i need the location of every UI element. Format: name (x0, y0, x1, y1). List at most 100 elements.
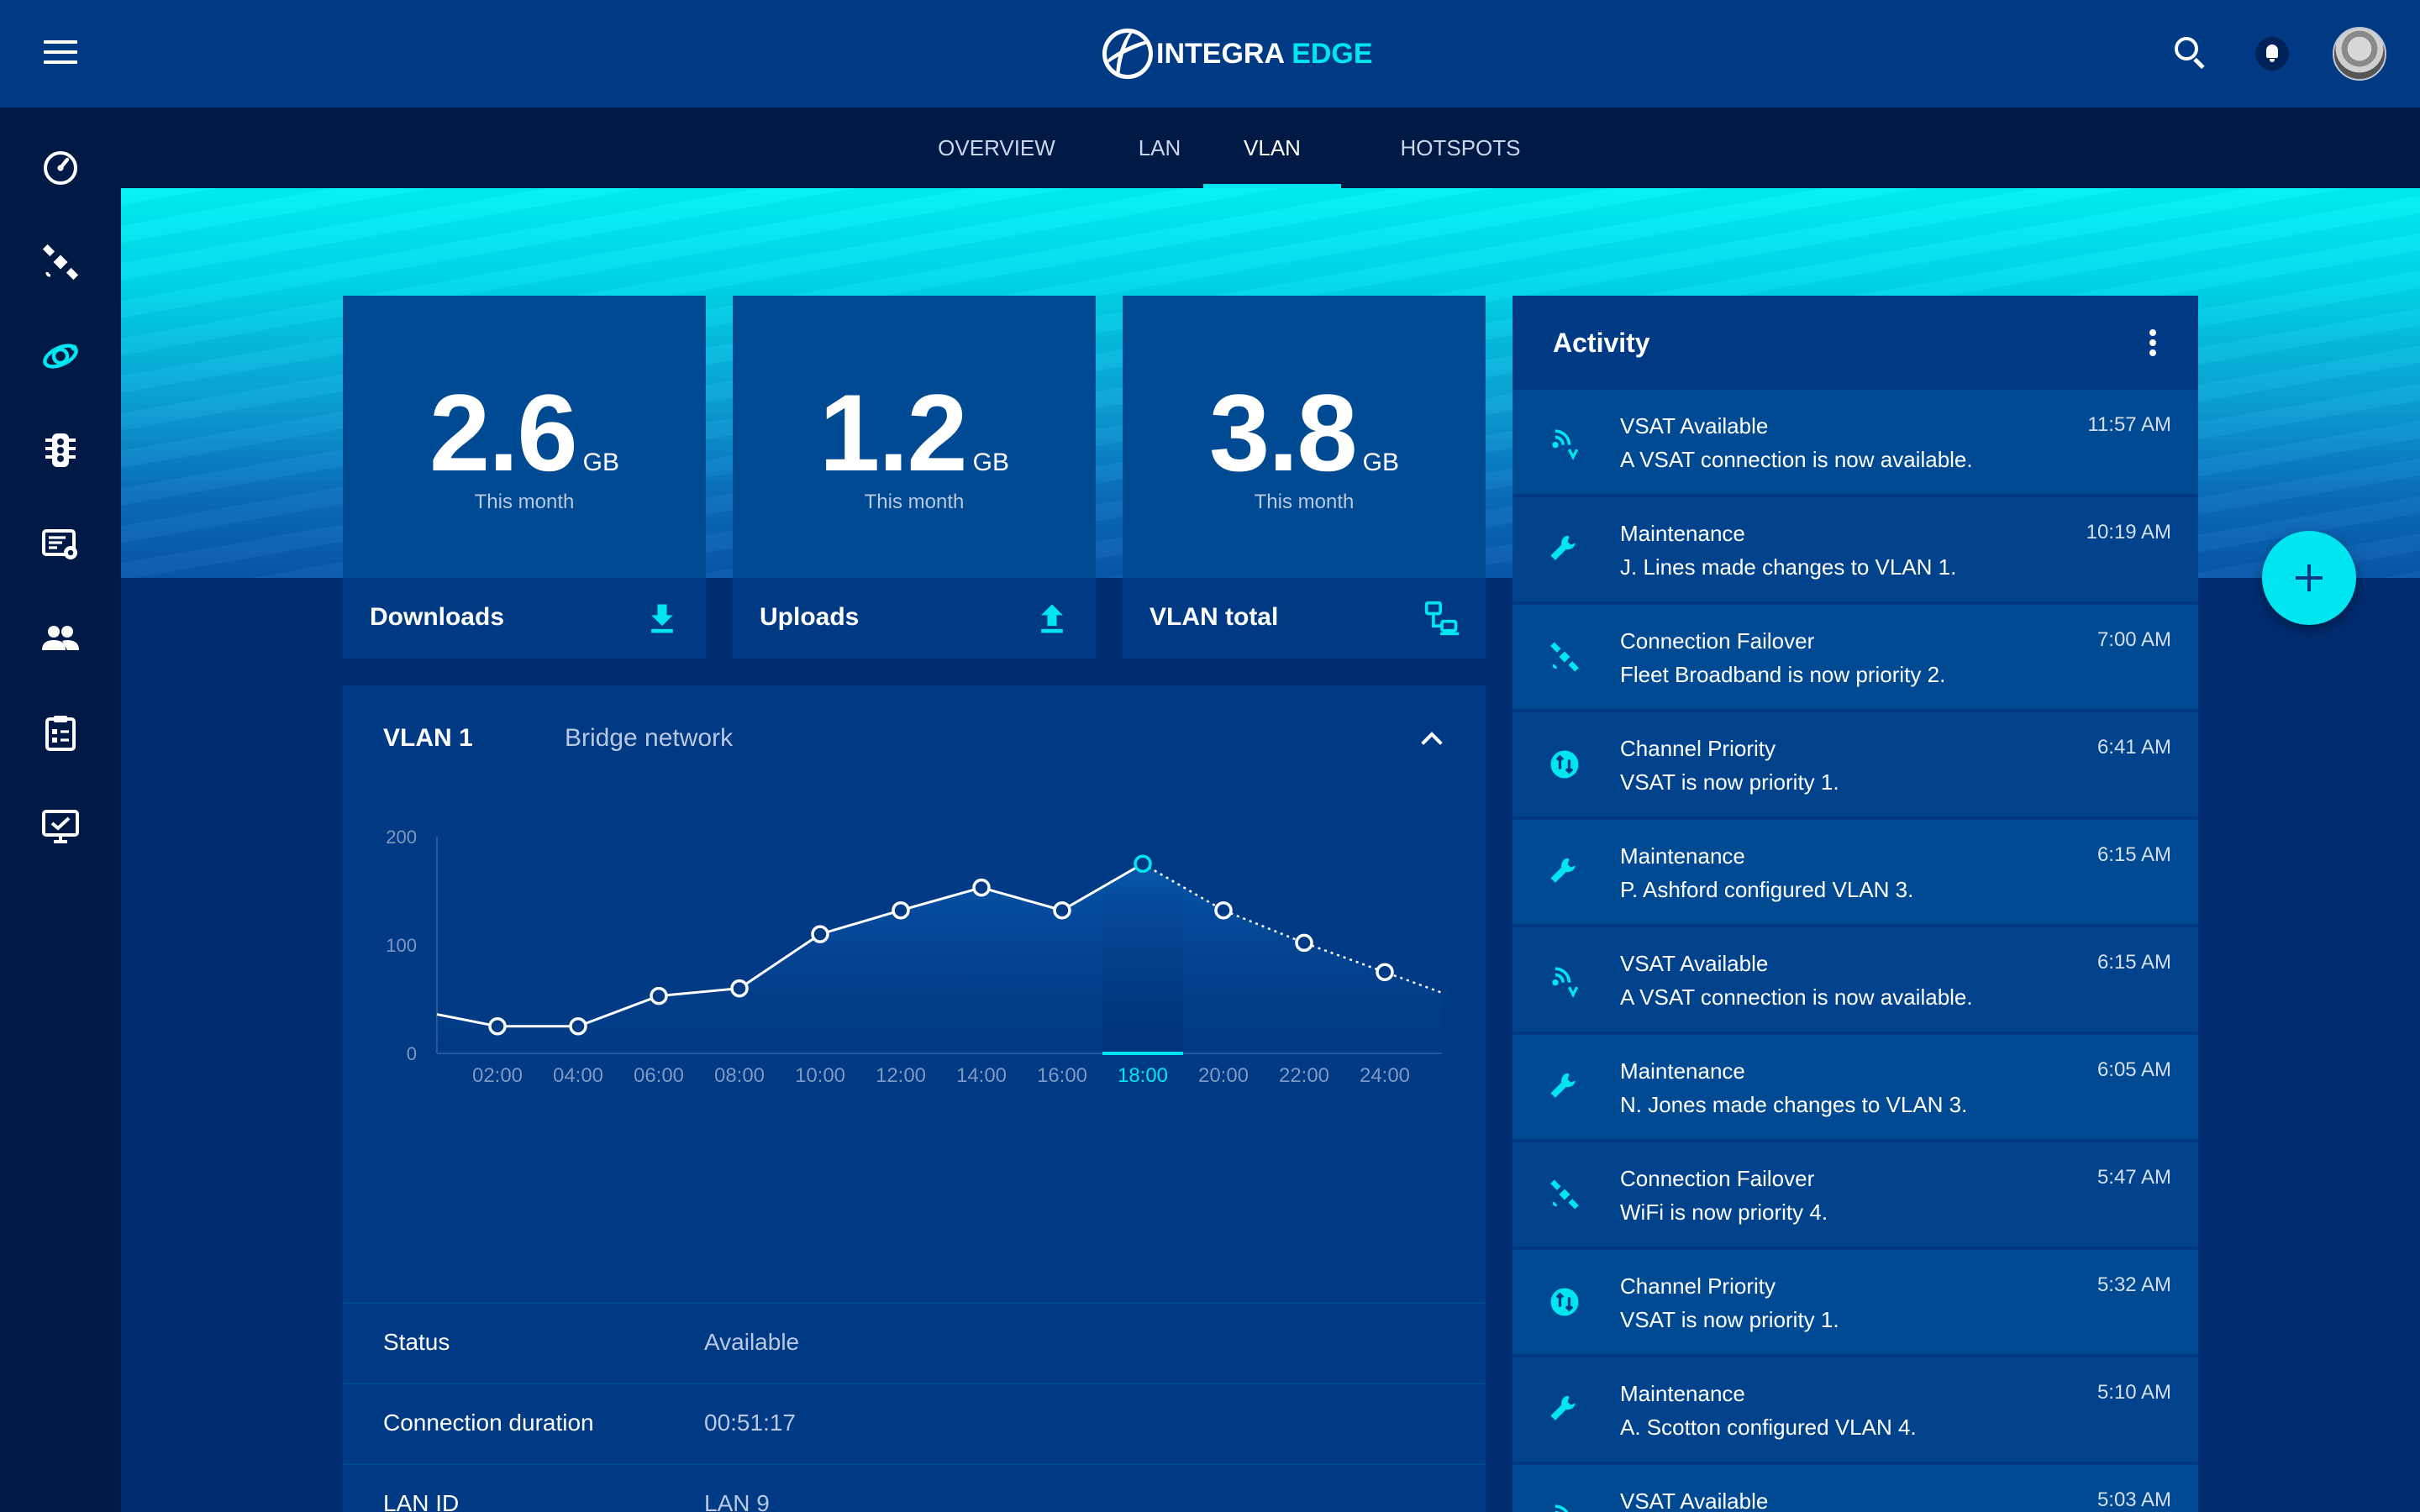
network-orbit-icon (43, 344, 78, 369)
vlan-subtitle: Bridge network (565, 724, 734, 752)
downloads-value: 2.6 GB (343, 378, 706, 487)
chevron-up-icon[interactable] (1418, 726, 1444, 751)
vsat-signal-icon (1546, 1499, 1583, 1512)
activity-item[interactable]: Maintenance A. Scotton configured VLAN 4.… (1512, 1357, 2198, 1462)
downloads-card: 2.6 GB This month Downloads (343, 296, 706, 659)
uploads-footer[interactable]: Uploads (733, 578, 1096, 659)
sidebar-item-network[interactable] (37, 333, 84, 380)
activity-item-title: VSAT Available (1620, 1488, 1769, 1512)
activity-header: Activity (1512, 296, 2198, 390)
detail-key-duration: Connection duration (383, 1410, 594, 1436)
vsat-signal-icon (1546, 961, 1583, 999)
sidebar-nav (0, 108, 121, 1512)
activity-item-time: 10:19 AM (2086, 521, 2171, 543)
tab-overview[interactable]: OVERVIEW (938, 135, 1055, 160)
uploads-card: 1.2 GB This month Uploads (733, 296, 1096, 659)
activity-title: Activity (1553, 328, 1650, 358)
sidebar-item-traffic[interactable] (37, 427, 84, 474)
sidebar-item-dashboard[interactable] (37, 144, 84, 192)
data-point (892, 900, 910, 920)
x-tick-label: 08:00 (714, 1064, 765, 1087)
integra-edge-logo[interactable]: INTEGRA EDGE (1102, 25, 1373, 82)
tab-vlan[interactable]: VLAN (1203, 108, 1341, 188)
user-avatar[interactable] (2333, 27, 2386, 81)
data-point (488, 1017, 507, 1036)
x-tick-label: 02:00 (472, 1064, 523, 1087)
activity-item[interactable]: Channel Priority VSAT is now priority 1. 5… (1512, 1250, 2198, 1354)
downloads-footer[interactable]: Downloads (343, 578, 706, 659)
activity-item-time: 5:32 AM (2096, 1273, 2171, 1296)
menu-icon[interactable] (44, 40, 77, 67)
x-tick-label: 20:00 (1198, 1064, 1249, 1087)
logo-text-in: IN (1156, 37, 1185, 70)
sidebar-item-clipboard[interactable] (37, 709, 84, 756)
activity-item-time: 6:41 AM (2096, 736, 2171, 759)
data-point (811, 925, 829, 943)
x-tick-label: 10:00 (795, 1064, 845, 1087)
satellite-icon (1546, 1176, 1583, 1213)
tab-hotspots[interactable]: HOTSPOTS (1400, 135, 1521, 160)
detail-key-status: Status (383, 1329, 450, 1355)
uploads-value: 1.2 GB (733, 378, 1096, 487)
detail-value-status: Available (704, 1329, 800, 1355)
activity-item-description: A VSAT connection is now available. (1620, 984, 1973, 1010)
activity-item[interactable]: Maintenance P. Ashford configured VLAN 3.… (1512, 820, 2198, 924)
activity-item-description: J. Lines made changes to VLAN 1. (1620, 554, 1957, 580)
activity-item[interactable]: Connection Failover Fleet Broadband is no… (1512, 605, 2198, 709)
x-tick-label: 14:00 (956, 1064, 1007, 1087)
tab-lan[interactable]: LAN (1138, 135, 1181, 160)
downloads-label: Downloads (370, 603, 505, 631)
activity-item-description: VSAT is now priority 1. (1620, 1307, 1839, 1332)
activity-item[interactable]: VSAT Available A VSAT connection is now a… (1512, 390, 2198, 494)
activity-panel: Activity VSAT Available A VSAT connection… (1512, 296, 2198, 1512)
uploads-unit: GB (972, 449, 1010, 476)
globe-logo-icon (1102, 29, 1153, 79)
y-tick-label: 0 (407, 1043, 417, 1064)
activity-item[interactable]: Channel Priority VSAT is now priority 1. 6… (1512, 712, 2198, 816)
activity-item-time: 11:57 AM (2087, 413, 2171, 436)
vlan-total-footer[interactable]: VLAN total (1123, 578, 1486, 659)
uploads-value-number: 1.2 (818, 371, 968, 494)
sidebar-item-satellite[interactable] (37, 239, 84, 286)
activity-item-description: P. Ashford configured VLAN 3. (1620, 877, 1914, 902)
vlan-total-period: This month (1254, 491, 1355, 513)
activity-item[interactable]: VSAT Available 5:03 AM (1512, 1465, 2198, 1512)
downloads-unit: GB (582, 449, 620, 476)
activity-item[interactable]: Maintenance N. Jones made changes to VLAN… (1512, 1035, 2198, 1139)
vlan-total-card: 3.8 GB This month VLAN total (1123, 296, 1486, 659)
x-tick-label: 04:00 (553, 1064, 603, 1087)
data-point (1053, 900, 1071, 920)
detail-row-lan-id: LAN ID LAN 9 (343, 1463, 1486, 1512)
data-point (1376, 963, 1394, 981)
activity-item-description: A. Scotton configured VLAN 4. (1620, 1415, 1917, 1440)
x-tick-label: 16:00 (1037, 1064, 1087, 1087)
activity-item[interactable]: Connection Failover WiFi is now priority … (1512, 1142, 2198, 1247)
activity-item-description: Fleet Broadband is now priority 2. (1620, 662, 1946, 687)
sidebar-item-users[interactable] (37, 615, 84, 662)
activity-item-time: 7:00 AM (2096, 628, 2171, 651)
vlan-total-unit: GB (1362, 449, 1400, 476)
uploads-period: This month (864, 491, 965, 513)
sidebar-item-monitor[interactable] (37, 521, 84, 568)
activity-item-time: 6:15 AM (2096, 843, 2171, 866)
priority-swap-icon (1546, 1284, 1583, 1320)
search-icon[interactable] (2175, 37, 2208, 71)
x-tick-label: 18:00 (1118, 1064, 1168, 1087)
vlan-title: VLAN 1 (383, 724, 473, 752)
downloads-period: This month (474, 491, 575, 513)
downloads-value-number: 2.6 (429, 371, 578, 494)
y-tick-label: 200 (386, 827, 417, 848)
activity-item-description: WiFi is now priority 4. (1620, 1200, 1828, 1225)
logo-text: INTEGRA EDGE (1156, 38, 1373, 71)
top-app-bar: INTEGRA EDGE (0, 0, 2420, 108)
activity-item[interactable]: Maintenance J. Lines made changes to VLAN… (1512, 497, 2198, 601)
add-fab-button[interactable] (2262, 531, 2356, 625)
x-tick-label: 06:00 (634, 1064, 684, 1087)
activity-item[interactable]: VSAT Available A VSAT connection is now a… (1512, 927, 2198, 1032)
more-vert-icon[interactable] (2149, 329, 2158, 358)
activity-item-title: Connection Failover (1620, 1166, 1815, 1191)
sidebar-item-display[interactable] (37, 803, 84, 850)
data-point (569, 1017, 587, 1036)
bell-icon[interactable] (2255, 37, 2289, 71)
traffic-line-chart: 0 100 200 02:00 04:00 06:00 08:00 10:00 12:00 14:… (386, 827, 1443, 1087)
